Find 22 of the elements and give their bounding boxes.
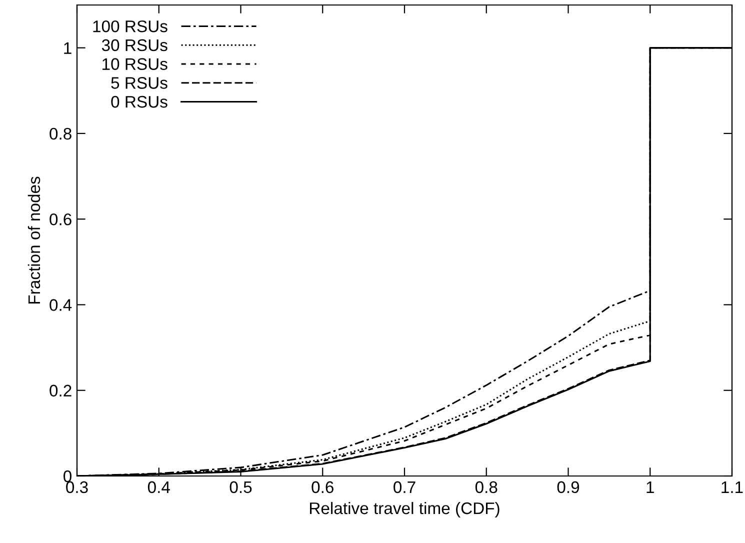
y-tick-label: 1 bbox=[64, 42, 72, 54]
x-tick-label: 0.8 bbox=[475, 481, 498, 494]
x-tick-label: 0.5 bbox=[230, 481, 252, 494]
legend-label: 5 RSUs bbox=[111, 77, 168, 89]
legend-label: 10 RSUs bbox=[102, 58, 168, 70]
x-tick-label: 0.6 bbox=[312, 481, 334, 494]
legend-label: 0 RSUs bbox=[111, 96, 168, 108]
legend-label: 30 RSUs bbox=[102, 39, 168, 52]
x-tick-label: 0.9 bbox=[557, 481, 580, 494]
y-tick-label: 0.2 bbox=[50, 384, 72, 397]
x-tick-label: 0.4 bbox=[148, 481, 170, 494]
legend-label: 100 RSUs bbox=[93, 20, 168, 32]
x-tick-label: 0.7 bbox=[394, 481, 416, 494]
x-tick-label: 1.1 bbox=[722, 481, 743, 493]
y-tick-label: 0.4 bbox=[50, 299, 72, 311]
y-axis-title: Fraction of nodes bbox=[28, 176, 40, 304]
y-tick-label: 0.6 bbox=[50, 213, 72, 226]
y-tick-label: 0 bbox=[64, 470, 72, 482]
x-tick-label: 1 bbox=[646, 481, 654, 493]
x-tick-label: 0.3 bbox=[66, 481, 88, 494]
y-tick-label: 0.8 bbox=[50, 128, 72, 140]
x-axis-title: Relative travel time (CDF) bbox=[310, 502, 500, 518]
